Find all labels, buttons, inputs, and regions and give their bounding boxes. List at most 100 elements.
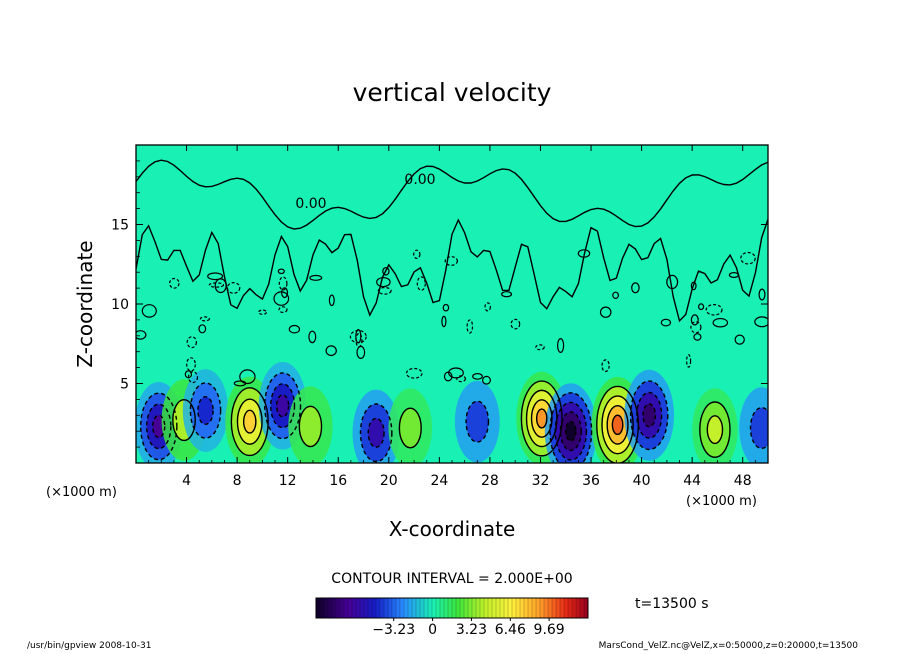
colorbar-swatch [484,598,489,618]
colorbar-swatch [504,598,509,618]
x-tick-label-28: 28 [481,473,499,489]
cell-7-level-1 [399,408,422,448]
colorbar-tick-label-0: −3.23 [372,622,415,638]
colorbar-swatch [440,598,445,618]
turbulence-contour [141,304,157,318]
turbulence-contour [258,309,268,315]
turbulence-contour [277,268,285,275]
turbulence-contour [728,272,740,279]
colorbar-swatch [444,598,449,618]
cell-12-contour-3 [642,403,657,428]
turbulence-contour [233,380,247,387]
x-tick-label-40: 40 [633,473,651,489]
turbulence-contour [690,314,699,326]
colorbar-swatch [416,598,421,618]
colorbar-swatch [584,598,589,618]
colorbar-swatch [348,598,353,618]
turbulence-contour [484,302,492,312]
cell-0-contour-2 [145,403,172,450]
turbulence-contour [214,278,227,294]
cell-12-level-3 [642,403,656,427]
footer-left: /usr/bin/gpview 2008-10-31 [27,641,152,651]
turbulence-contour [308,330,317,344]
colorbar-swatch [336,598,341,618]
y-axis-ticks: 5 10 15 [111,160,768,448]
x-axis-ticks: 4 8 12 16 20 24 28 32 36 40 44 48 [148,145,756,489]
turbulence-contour [376,277,391,288]
turbulence-contour [442,303,450,312]
colorbar-swatch [316,598,321,618]
colorbar-swatch [392,598,397,618]
cell-1-contour-1 [172,398,196,442]
turbulence-contour [278,306,288,314]
turbulence-contour [690,281,697,291]
turbulence-contour [309,274,323,281]
cell-11-level-4 [612,415,623,435]
y-tick-label-5: 5 [120,377,129,393]
cell-12-contour-2 [636,391,663,439]
colorbar-swatch [428,598,433,618]
turbulence-contour [187,371,199,384]
cell-3-contour-3 [242,409,257,434]
colorbar-swatch [560,598,565,618]
time-label: t=13500 s [635,596,709,612]
colorbar-swatch [580,598,585,618]
turbulence-contour [278,276,288,291]
colorbar-swatch [464,598,469,618]
colorbar-swatch [536,598,541,618]
cell-0-contour-3 [152,414,166,439]
colorbar-swatch [556,598,561,618]
turbulence-contour [208,282,225,288]
turbulence-contour [601,359,610,373]
turbulence-contour [754,316,768,328]
cell-13-contour-1 [699,401,731,458]
colorbar-swatch [360,598,365,618]
x-tick-label-48: 48 [734,473,752,489]
cell-5-contour-1 [298,405,323,448]
turbulence-contour [693,333,702,341]
colorbar-swatch [456,598,461,618]
colorbar-swatch [340,598,345,618]
turbulence-contour [482,375,492,385]
cell-9-level-4 [536,409,547,428]
colorbar-swatch [496,598,501,618]
turbulence-contour [328,294,335,307]
colorbar-swatch [576,598,581,618]
colorbar-swatch [480,598,485,618]
cell-3-contour-2 [236,398,263,445]
cell-11-contour-4 [611,414,624,436]
x-tick-label-44: 44 [683,473,701,489]
colorbar-swatch [432,598,437,618]
cell-0-contour-1 [139,392,178,461]
colorbar-swatch [324,598,329,618]
x-axis-label: X-coordinate [389,517,516,541]
colorbar-swatch [404,598,409,618]
turbulence-contour [349,329,367,344]
x-unit-left: (×1000 m) [46,485,117,500]
colorbar-swatch [552,598,557,618]
turbulence-contour [184,370,193,379]
turbulence-contour [660,318,672,327]
cell-14-level-1 [750,407,768,449]
x-tick-label-20: 20 [380,473,398,489]
colorbar-swatch [356,598,361,618]
colorbar-swatch [452,598,457,618]
colorbar-swatch [540,598,545,618]
cell-8-level-1 [466,401,489,443]
turbulence-contour [631,282,640,294]
colorbar-swatch [548,598,553,618]
colorbar-swatch [408,598,413,618]
cell-9-contour-3 [530,399,553,438]
turbulence-contour [207,272,224,281]
colorbar-frame [315,597,589,619]
turbulence-contour [472,373,483,380]
turbulence-contour [441,315,447,328]
colorbar-swatch [520,598,525,618]
turbulence-contour [356,345,366,359]
colorbar-swatch [488,598,493,618]
colorbar-swatch [388,598,393,618]
turbulence-contour [405,367,423,379]
x-tick-label-16: 16 [329,473,347,489]
colorbar-swatch [384,598,389,618]
